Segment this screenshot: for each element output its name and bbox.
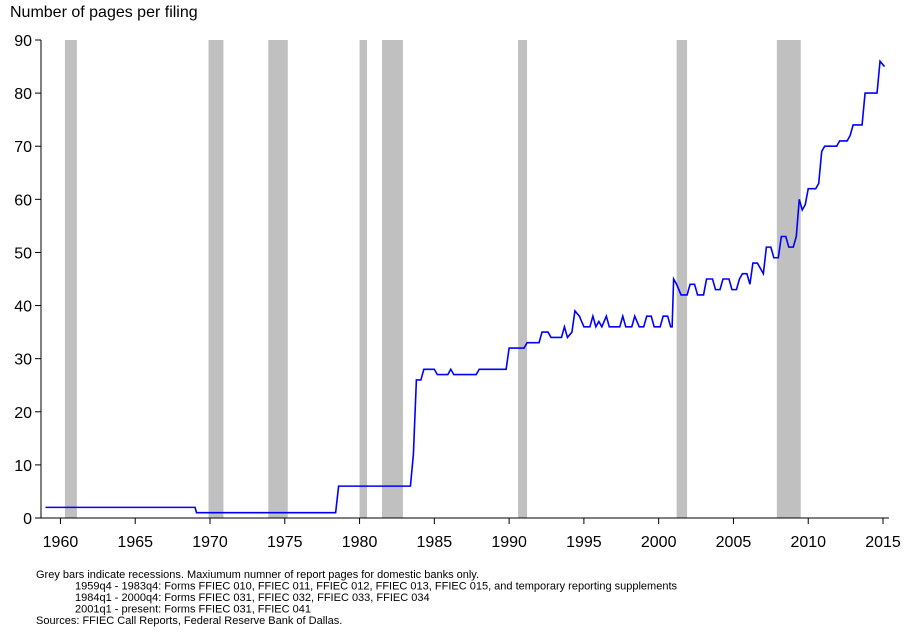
x-tick-label: 2005	[716, 534, 752, 551]
x-tick-label: 1965	[117, 534, 153, 551]
footnote: 1959q4 - 1983q4: Forms FFIEC 010, FFIEC …	[75, 581, 678, 593]
recession-band	[359, 40, 368, 518]
recession-band	[381, 40, 403, 518]
footnote: 1984q1 - 2000q4: Forms FFIEC 031, FFIEC …	[75, 592, 430, 604]
x-tick-label: 1990	[491, 534, 527, 551]
x-tick-label: 1980	[342, 534, 378, 551]
y-tick-label: 0	[23, 511, 32, 528]
recession-band	[676, 40, 688, 518]
recession-band	[776, 40, 801, 518]
y-tick-label: 70	[14, 139, 32, 156]
y-tick-label: 60	[14, 192, 32, 209]
x-tick-label: 1995	[566, 534, 602, 551]
x-tick-label: 1985	[417, 534, 453, 551]
footnote: Grey bars indicate recessions. Maxiumum …	[36, 569, 479, 581]
x-tick-label: 1960	[43, 534, 79, 551]
recession-band	[208, 40, 224, 518]
y-tick-label: 40	[14, 299, 32, 316]
recession-band	[518, 40, 528, 518]
y-tick-label: 90	[14, 33, 32, 50]
x-tick-label: 1975	[267, 534, 303, 551]
y-tick-label: 50	[14, 245, 32, 262]
y-tick-label: 80	[14, 86, 32, 103]
x-tick-label: 2010	[790, 534, 826, 551]
y-tick-label: 30	[14, 352, 32, 369]
recession-band	[64, 40, 77, 518]
x-tick-label: 2000	[641, 534, 677, 551]
y-axis-title: Number of pages per filing	[10, 4, 198, 21]
y-tick-label: 20	[14, 405, 32, 422]
y-tick-label: 10	[14, 458, 32, 475]
data-line	[45, 59, 886, 514]
footnote: 2001q1 - present: Forms FFIEC 031, FFIEC…	[75, 604, 311, 616]
footnote: Sources: FFIEC Call Reports, Federal Res…	[36, 615, 342, 627]
recession-band	[268, 40, 288, 518]
x-tick-label: 1970	[192, 534, 228, 551]
x-tick-label: 2015	[865, 534, 901, 551]
